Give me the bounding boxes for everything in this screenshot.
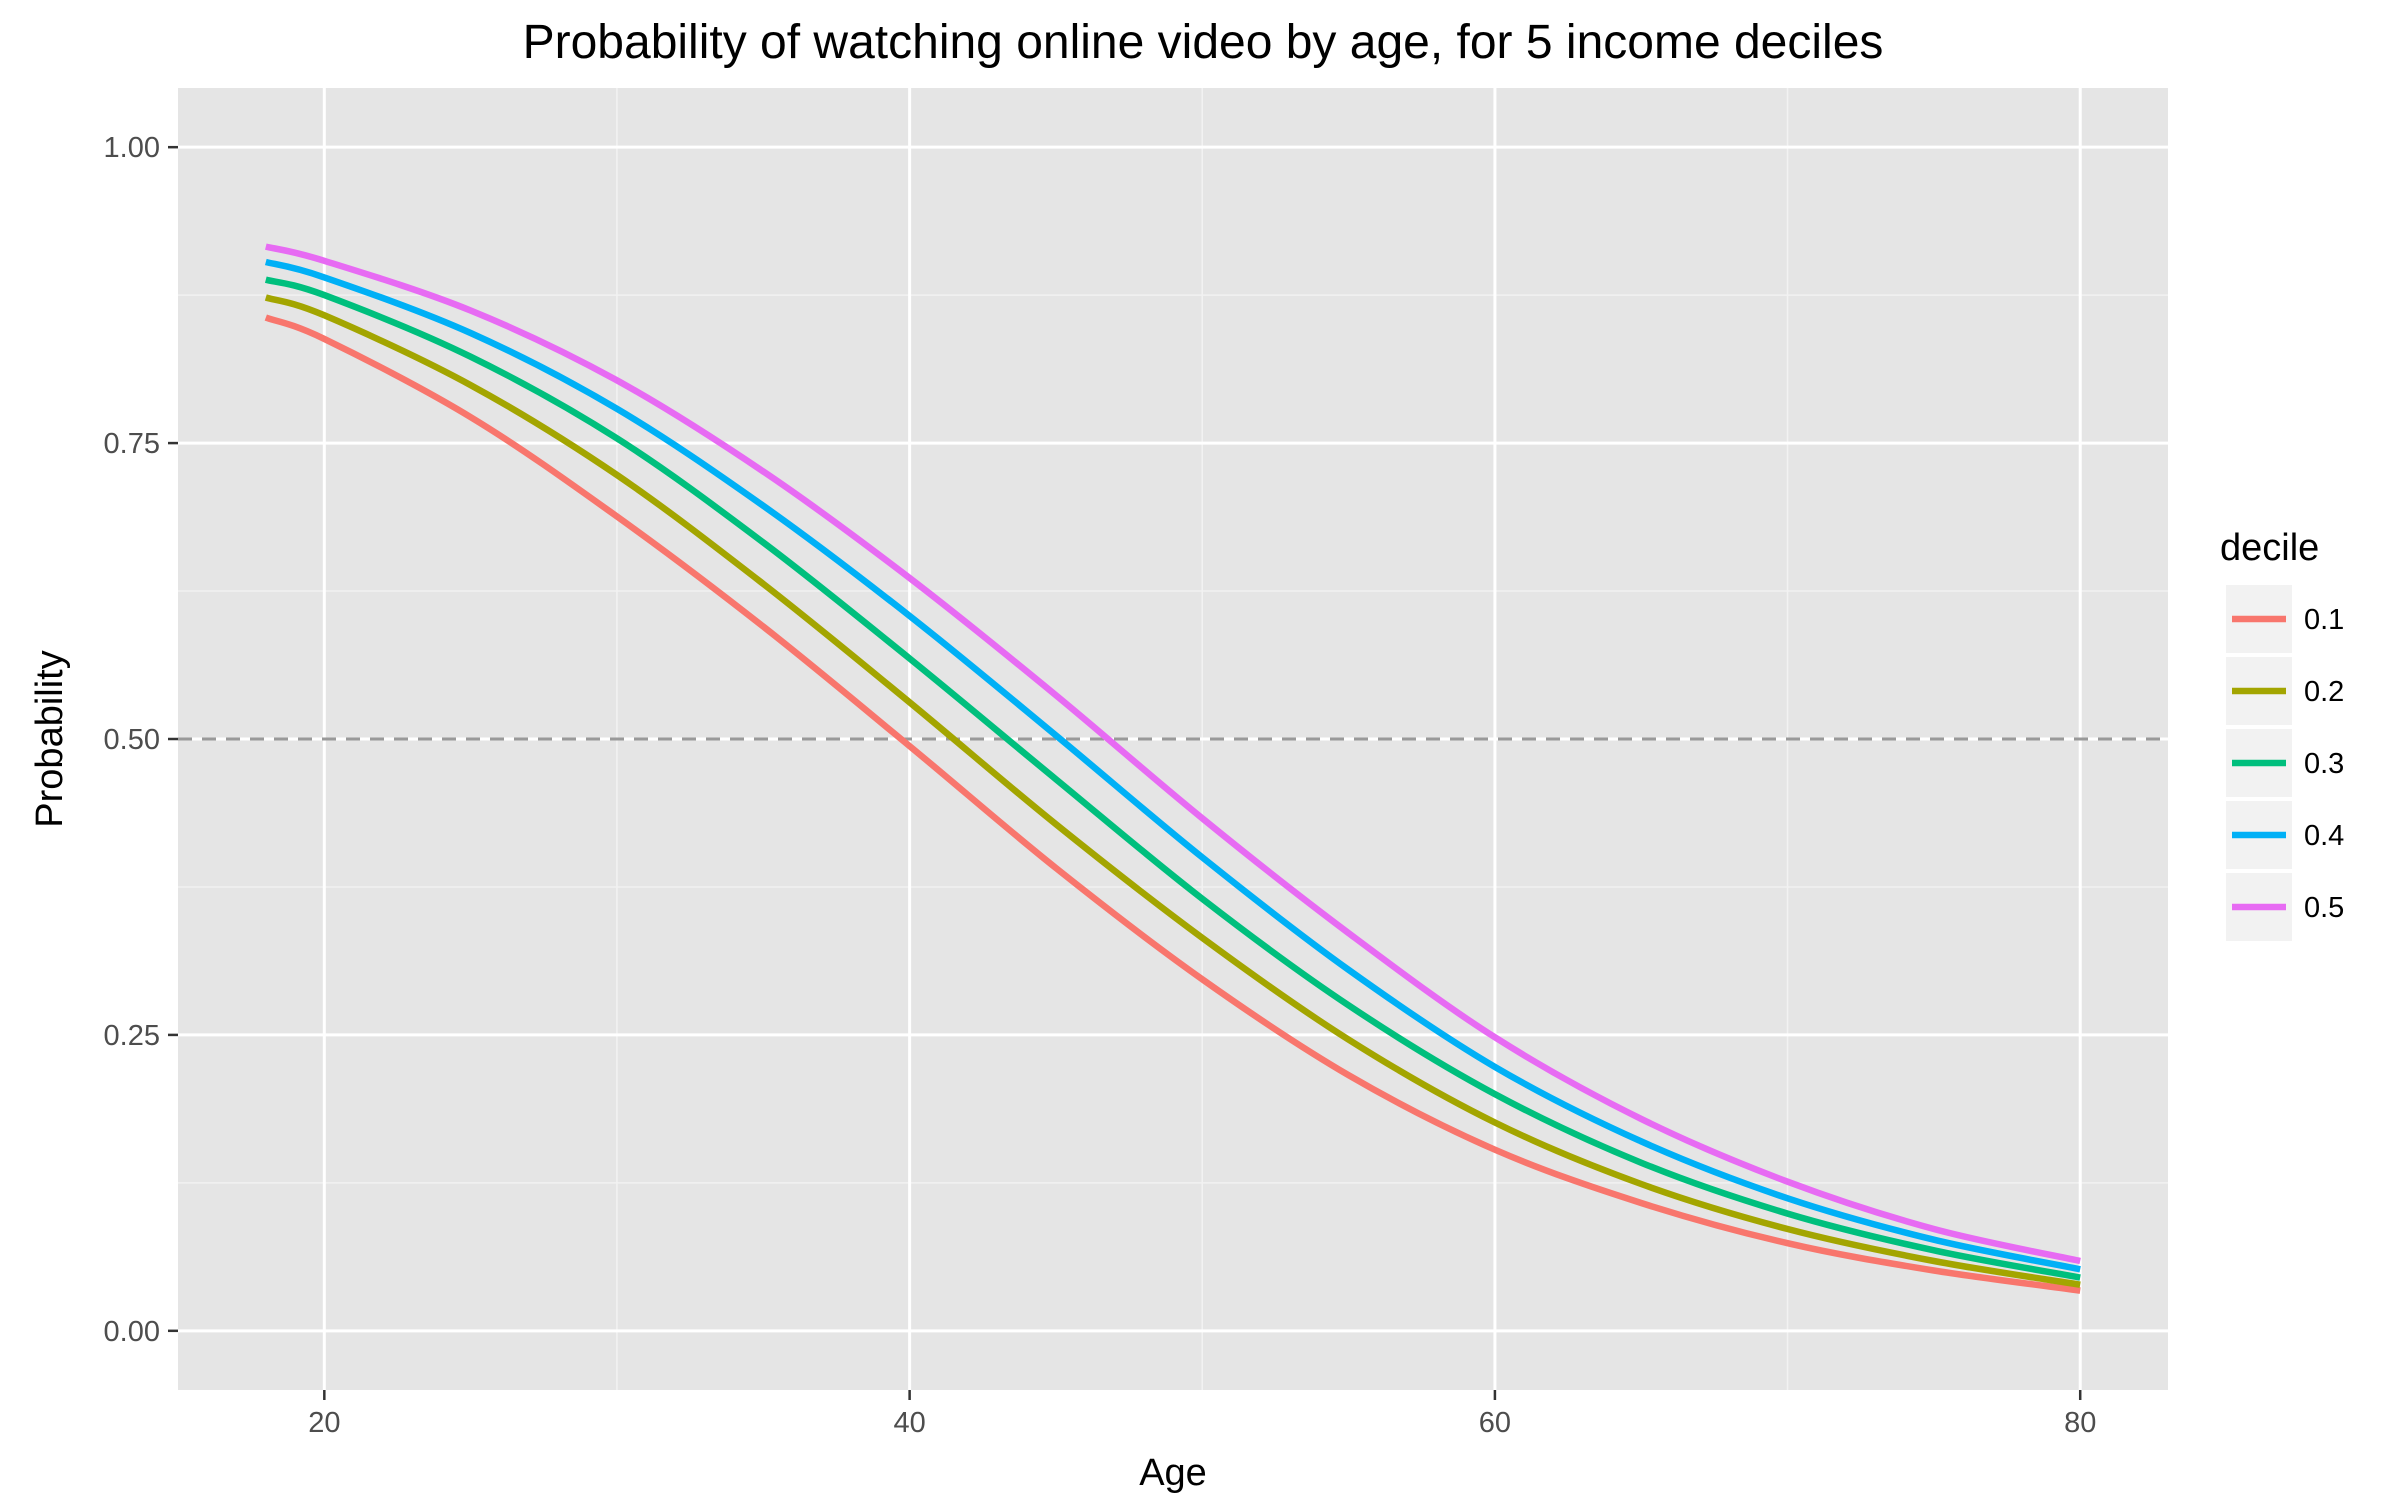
series-line-0.3 [264, 276, 2081, 1281]
x-tick-label: 20 [308, 1407, 340, 1439]
x-axis-title: Age [1139, 1452, 1207, 1494]
series-lines [264, 243, 2081, 1294]
series-line-0.4 [264, 258, 2081, 1273]
y-tick-label: 0.75 [104, 428, 160, 460]
legend: decile 0.1 0.2 0.3 0.4 0.5 [2220, 527, 2344, 941]
x-tick-label: 40 [893, 1407, 925, 1439]
y-tick-label: 0.50 [104, 724, 160, 756]
x-tick-label: 60 [1479, 1407, 1511, 1439]
series-line-0.2 [264, 294, 2081, 1288]
legend-title: decile [2220, 527, 2319, 569]
legend-label: 0.2 [2304, 676, 2344, 708]
y-tick-label: 1.00 [104, 132, 160, 164]
x-axis: 20 40 60 80 [308, 1390, 2096, 1439]
y-axis-title: Probability [29, 650, 71, 827]
legend-label: 0.4 [2304, 820, 2344, 852]
y-tick-label: 0.00 [104, 1316, 160, 1348]
y-axis: 0.00 0.25 0.50 0.75 1.00 [104, 132, 178, 1348]
legend-label: 0.5 [2304, 892, 2344, 924]
legend-label: 0.3 [2304, 748, 2344, 780]
series-line-0.1 [264, 314, 2081, 1294]
legend-label: 0.1 [2304, 604, 2344, 636]
series-line-0.5 [265, 243, 2081, 1265]
y-tick-label: 0.25 [104, 1020, 160, 1052]
chart-title: Probability of watching online video by … [523, 16, 1884, 69]
x-tick-label: 80 [2064, 1407, 2096, 1439]
